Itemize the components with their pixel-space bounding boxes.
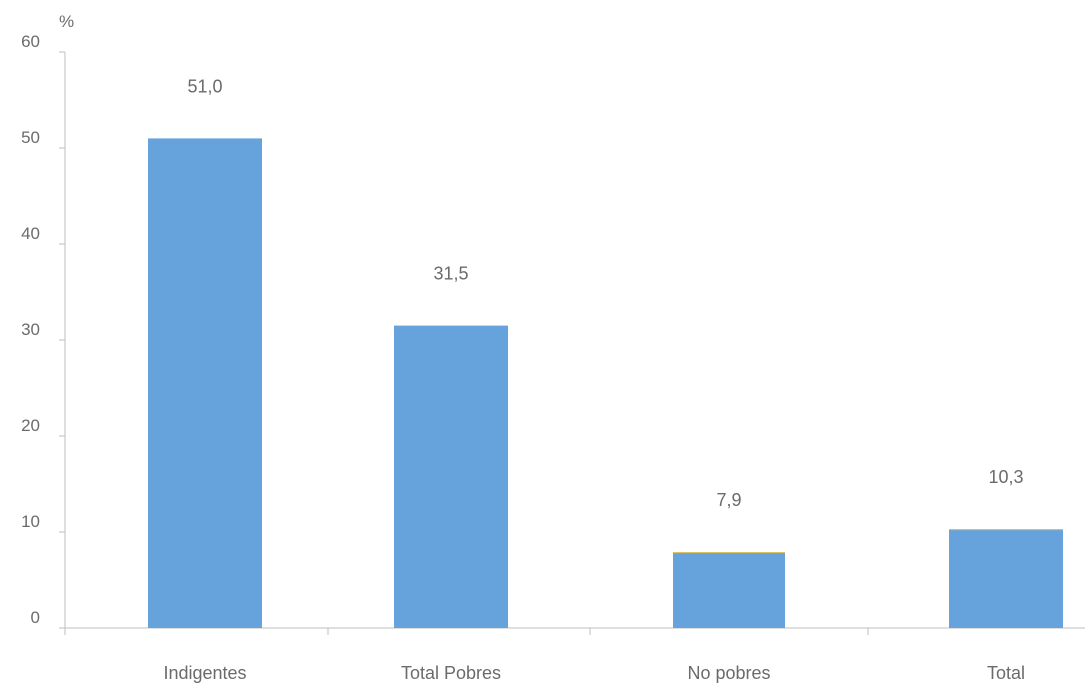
y-axis-unit-label: % xyxy=(59,12,74,31)
bar xyxy=(148,138,262,628)
y-axis: 0 10 20 30 40 50 60 xyxy=(21,32,66,629)
y-tick-label: 40 xyxy=(21,224,40,243)
data-labels: 51,0 31,5 7,9 10,3 xyxy=(187,76,1023,510)
x-category-label: Total xyxy=(987,663,1025,683)
y-tick-label: 50 xyxy=(21,128,40,147)
bar xyxy=(949,529,1063,628)
data-label: 10,3 xyxy=(988,467,1023,487)
y-tick-label: 20 xyxy=(21,416,40,435)
data-label: 51,0 xyxy=(187,76,222,96)
y-tick-label: 0 xyxy=(31,608,40,627)
x-axis: Indigentes Total Pobres No pobres Total xyxy=(64,627,1085,683)
data-label: 31,5 xyxy=(433,264,468,284)
data-label: 7,9 xyxy=(716,490,741,510)
bar xyxy=(394,325,508,628)
bars xyxy=(148,138,1063,628)
y-tick-label: 10 xyxy=(21,512,40,531)
y-tick-label: 30 xyxy=(21,320,40,339)
x-category-label: No pobres xyxy=(687,663,770,683)
y-tick-label: 60 xyxy=(21,32,40,51)
bar xyxy=(673,552,785,628)
x-category-label: Total Pobres xyxy=(401,663,501,683)
x-category-label: Indigentes xyxy=(163,663,246,683)
